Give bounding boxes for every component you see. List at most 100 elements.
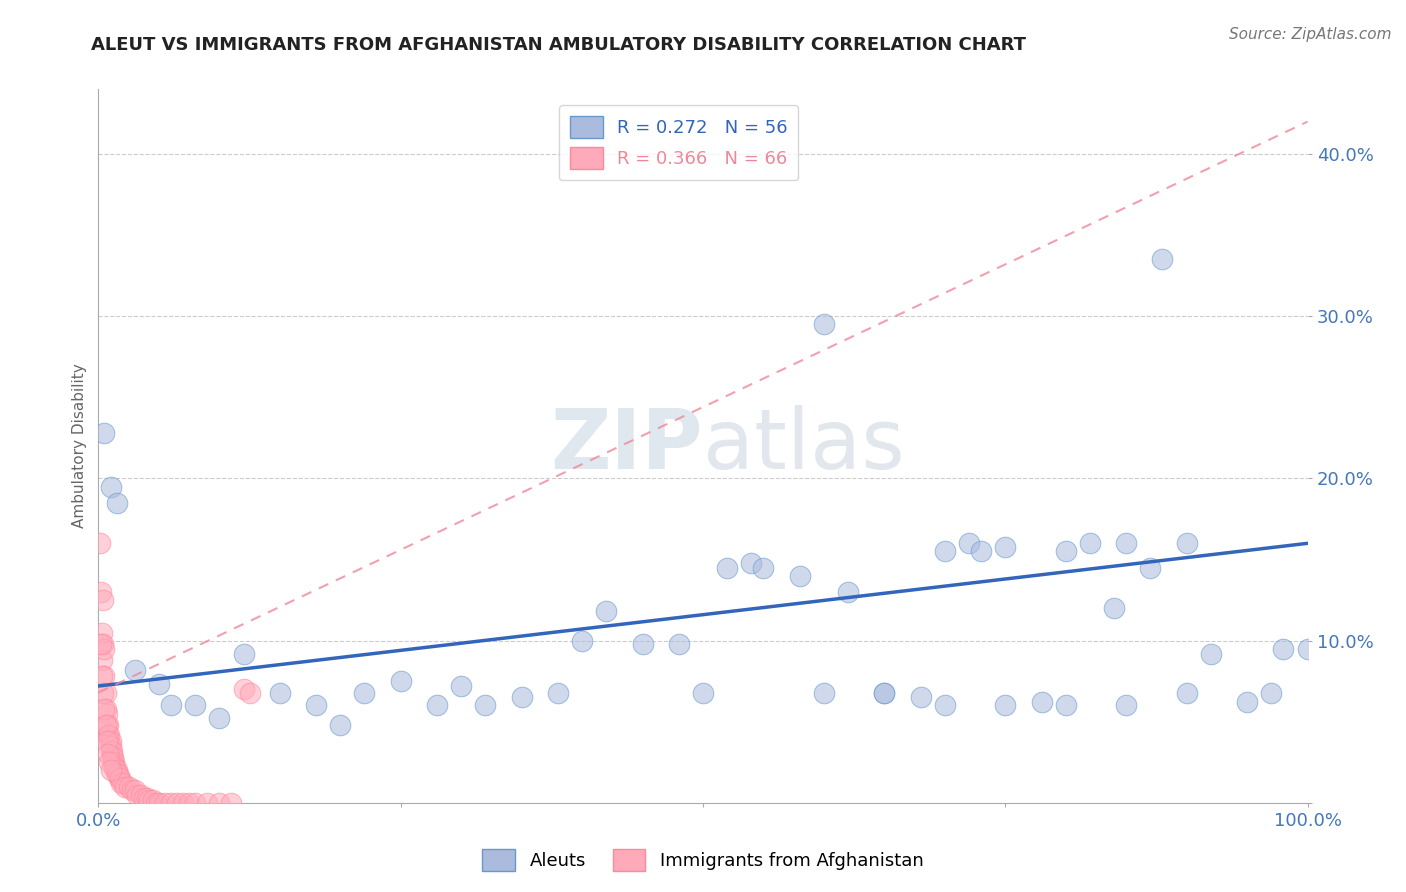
Point [571, 633, 593, 648]
Point [1152, 252, 1174, 267]
Point [91, 653, 114, 667]
Y-axis label: Ambulatory Disability: Ambulatory Disability [72, 364, 87, 528]
Point [138, 792, 160, 806]
Point [1260, 685, 1282, 699]
Point [96, 706, 118, 721]
Point [134, 791, 156, 805]
Point [94, 718, 117, 732]
Point [129, 788, 152, 802]
Point [91, 685, 114, 699]
Point [1115, 698, 1137, 713]
Point [148, 677, 170, 691]
Point [101, 750, 124, 764]
Point [96, 718, 118, 732]
Point [108, 772, 131, 786]
Point [90, 585, 112, 599]
Point [142, 792, 165, 806]
Point [98, 756, 121, 770]
Point [91, 593, 114, 607]
Point [1115, 536, 1137, 550]
Point [108, 772, 131, 786]
Point [93, 669, 115, 683]
Point [837, 585, 859, 599]
Point [184, 796, 207, 810]
Point [135, 791, 157, 805]
Point [221, 796, 243, 810]
Text: ALEUT VS IMMIGRANTS FROM AFGHANISTAN AMBULATORY DISABILITY CORRELATION CHART: ALEUT VS IMMIGRANTS FROM AFGHANISTAN AMB… [91, 36, 1026, 54]
Point [100, 739, 122, 753]
Point [97, 728, 120, 742]
Point [93, 425, 115, 440]
Point [121, 782, 143, 797]
Text: ZIP: ZIP [551, 406, 703, 486]
Point [160, 796, 183, 810]
Point [89, 536, 111, 550]
Point [740, 556, 762, 570]
Point [114, 780, 136, 794]
Point [160, 698, 183, 713]
Point [91, 625, 114, 640]
Point [389, 674, 412, 689]
Point [100, 479, 122, 493]
Point [90, 637, 112, 651]
Point [873, 685, 896, 699]
Point [631, 637, 654, 651]
Point [145, 796, 167, 810]
Point [450, 679, 472, 693]
Point [269, 685, 291, 699]
Point [1078, 536, 1101, 550]
Point [994, 698, 1017, 713]
Point [104, 760, 127, 774]
Point [813, 318, 835, 332]
Point [103, 756, 125, 770]
Point [305, 698, 328, 713]
Point [148, 796, 170, 810]
Point [103, 760, 125, 774]
Point [208, 711, 231, 725]
Point [1054, 544, 1077, 558]
Point [957, 536, 980, 550]
Point [510, 690, 533, 705]
Point [98, 728, 121, 742]
Point [105, 496, 128, 510]
Legend: Aleuts, Immigrants from Afghanistan: Aleuts, Immigrants from Afghanistan [475, 842, 931, 879]
Point [1296, 641, 1319, 656]
Point [101, 756, 124, 770]
Point [813, 685, 835, 699]
Point [184, 698, 207, 713]
Point [179, 796, 201, 810]
Point [329, 718, 352, 732]
Point [873, 685, 896, 699]
Point [353, 685, 375, 699]
Point [93, 702, 115, 716]
Point [1031, 695, 1053, 709]
Point [91, 669, 114, 683]
Point [107, 766, 129, 780]
Text: Source: ZipAtlas.com: Source: ZipAtlas.com [1229, 27, 1392, 42]
Point [239, 685, 262, 699]
Point [1236, 695, 1258, 709]
Point [934, 698, 956, 713]
Point [1054, 698, 1077, 713]
Point [752, 560, 775, 574]
Point [910, 690, 932, 705]
Point [100, 764, 122, 778]
Point [474, 698, 496, 713]
Point [195, 796, 218, 810]
Point [96, 734, 118, 748]
Legend: R = 0.272   N = 56, R = 0.366   N = 66: R = 0.272 N = 56, R = 0.366 N = 66 [560, 105, 799, 180]
Point [153, 796, 176, 810]
Text: atlas: atlas [703, 406, 904, 486]
Point [91, 637, 114, 651]
Point [105, 764, 128, 778]
Point [692, 685, 714, 699]
Point [104, 764, 127, 778]
Point [1102, 601, 1125, 615]
Point [166, 796, 188, 810]
Point [716, 560, 738, 574]
Point [208, 796, 231, 810]
Point [1175, 685, 1198, 699]
Point [547, 685, 569, 699]
Point [789, 568, 811, 582]
Point [1139, 560, 1161, 574]
